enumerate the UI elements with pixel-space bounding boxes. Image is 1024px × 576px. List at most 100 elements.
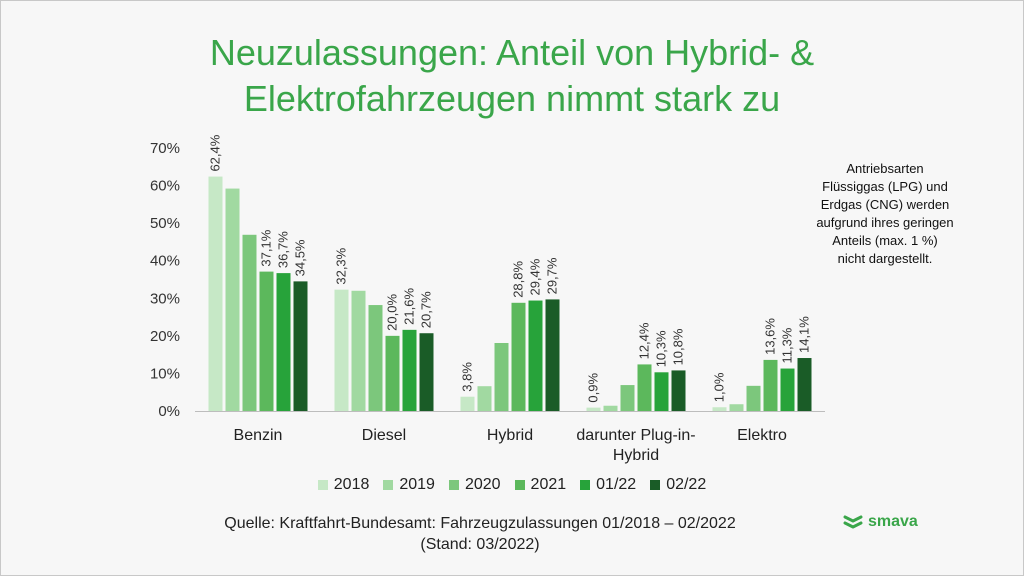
y-tick-label: 60% [150, 178, 180, 195]
y-tick-label: 30% [150, 290, 180, 307]
legend-swatch [514, 480, 525, 490]
bar [746, 385, 761, 411]
data-label: 29,4% [528, 258, 543, 295]
legend-swatch [650, 480, 661, 490]
bar [797, 358, 812, 411]
legend-swatch [580, 480, 591, 490]
data-label: 3,8% [460, 362, 475, 392]
data-label: 14,1% [797, 316, 812, 353]
data-label: 62,4% [208, 134, 223, 171]
legend-item: 2018 [317, 476, 370, 494]
bar [729, 404, 744, 411]
chart-title-line-1: Neuzulassungen: Anteil von Hybrid- & [209, 32, 815, 73]
bar [511, 302, 526, 411]
chart-legend: 2018 2019 2020 2021 01/22 02/22 [0, 476, 1024, 494]
note-line: Flüssiggas (LPG) und [822, 179, 948, 194]
bar [654, 372, 669, 411]
bar [780, 368, 795, 411]
bar [368, 305, 383, 411]
chart-title: Neuzulassungen: Anteil von Hybrid- & Ele… [0, 30, 1024, 122]
bar [586, 407, 601, 411]
legend-label: 2018 [333, 476, 370, 493]
category-label: Hybrid [613, 447, 659, 464]
note-line: aufgrund ihres geringen [816, 215, 954, 230]
data-label: 11,3% [780, 327, 795, 363]
category-label: Benzin [234, 427, 283, 444]
data-label: 21,6% [402, 288, 417, 325]
bar [603, 405, 618, 411]
bar [528, 300, 543, 411]
note-line: Anteils (max. 1 %) [832, 233, 938, 248]
data-label: 10,3% [654, 330, 669, 367]
bar [259, 271, 274, 411]
smava-logo-icon [843, 515, 863, 529]
category-label: Diesel [362, 427, 406, 444]
bar [385, 335, 400, 411]
legend-label: 2020 [464, 476, 501, 493]
legend-label: 2021 [530, 476, 567, 493]
legend-swatch [448, 480, 459, 490]
data-label: 36,7% [276, 231, 291, 268]
data-label: 29,7% [545, 257, 560, 294]
category-label: Elektro [737, 427, 787, 444]
y-tick-label: 0% [158, 403, 180, 420]
chart-title-line-2: Elektrofahrzeugen nimmt stark zu [243, 78, 781, 119]
smava-logo: smava [843, 513, 918, 531]
data-label: 32,3% [334, 247, 349, 284]
legend-swatch [383, 480, 394, 490]
data-label: 1,0% [712, 372, 727, 402]
legend-label: 2019 [399, 476, 435, 493]
bar [225, 188, 240, 411]
y-tick-label: 50% [150, 215, 180, 232]
bar [637, 364, 652, 411]
source-note: Quelle: Kraftfahrt-Bundesamt: Fahrzeugzu… [200, 513, 760, 555]
source-line-2: (Stand: 03/2022) [420, 536, 540, 553]
legend-item: 2020 [448, 476, 501, 494]
bar [242, 234, 257, 411]
data-label: 13,6% [763, 318, 778, 355]
data-label: 10,8% [671, 328, 686, 365]
category-label: Hybrid [487, 427, 533, 444]
data-label: 12,4% [637, 322, 652, 359]
bar [402, 329, 417, 411]
chart-note: Antriebsarten Flüssiggas (LPG) und Erdga… [790, 160, 980, 268]
legend-item: 01/22 [580, 476, 636, 494]
data-label: 28,8% [511, 260, 526, 297]
note-line: Erdgas (CNG) werden [820, 197, 950, 212]
bar [763, 359, 778, 411]
legend-swatch [317, 480, 328, 490]
data-label: 20,7% [419, 291, 434, 328]
data-label: 20,0% [385, 294, 400, 331]
bar [712, 407, 727, 411]
y-tick-label: 20% [150, 328, 180, 345]
y-tick-label: 40% [150, 253, 180, 270]
bar [477, 386, 492, 411]
legend-item: 2019 [383, 476, 435, 494]
bar [620, 385, 635, 411]
bar [419, 333, 434, 411]
note-line: nicht dargestellt. [837, 251, 933, 266]
data-label: 0,9% [586, 373, 601, 403]
bar [208, 176, 223, 411]
bar [293, 281, 308, 411]
legend-label: 01/22 [596, 476, 637, 493]
bar [276, 273, 291, 411]
note-line: Antriebsarten [846, 161, 924, 176]
y-tick-label: 70% [150, 140, 180, 157]
bar [351, 290, 366, 411]
bar [334, 289, 349, 411]
bar [671, 370, 686, 411]
smava-logo-text: smava [868, 513, 918, 530]
y-tick-label: 10% [150, 365, 180, 382]
bar [545, 299, 560, 411]
legend-label: 02/22 [666, 476, 707, 493]
data-label: 37,1% [259, 229, 274, 266]
bar [460, 396, 475, 411]
data-label: 34,5% [293, 239, 308, 276]
bar [494, 342, 509, 411]
category-label: darunter Plug-in- [576, 427, 695, 444]
source-line-1: Quelle: Kraftfahrt-Bundesamt: Fahrzeugzu… [224, 515, 736, 532]
legend-item: 02/22 [650, 476, 706, 494]
